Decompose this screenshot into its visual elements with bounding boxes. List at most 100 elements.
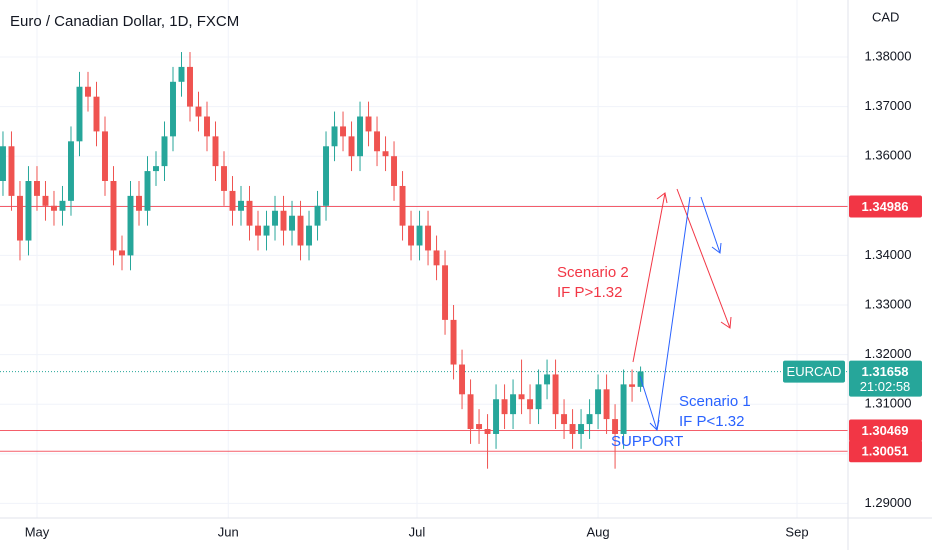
candle-body [476,424,483,430]
candle-body [357,116,364,157]
scenario-arrows [632,188,732,432]
candle-body [110,180,117,251]
candle-body [255,225,261,236]
candle-body [34,180,40,196]
candle-body [425,225,432,251]
annotation: IF P<1.32 [679,413,744,430]
candle-body [0,146,6,181]
x-tick-label: Jul [409,524,426,539]
candle-body [102,131,108,181]
candle-body [510,394,517,415]
candle-body [620,384,627,434]
candle-body [416,225,423,246]
grid [0,0,848,518]
candle-body [518,394,525,400]
y-tick-label: 1.34000 [865,247,912,262]
candle-body [170,81,176,137]
candle-body [85,86,91,97]
candle-body [229,190,236,211]
candle-body [348,136,355,157]
candle-body [433,250,440,266]
last-price-tag [849,360,922,397]
candle-body [561,414,568,425]
x-tick-label: Jun [218,524,239,539]
price-level-label: 1.34986 [862,199,909,214]
candle-body [578,424,585,434]
candle-body [391,156,398,186]
candle-body [552,374,559,415]
candle-body [484,429,491,434]
candle-body [51,205,57,211]
countdown-label: 21:02:58 [860,379,911,394]
symbol-label: EURCAD [787,364,842,379]
candle-body [306,225,312,246]
candle-body [501,399,508,415]
candle-body [467,394,474,430]
arrow-head [720,316,732,329]
candle-body [119,250,125,256]
candle-body [17,195,23,241]
candle-body [544,374,551,385]
candle-body [442,265,449,320]
price-level-tag [849,440,922,463]
y-tick-label: 1.37000 [865,98,912,113]
symbol-tag [783,360,845,383]
candle-body [153,166,159,172]
arrow-head [649,419,660,432]
axes: 1.290001.300001.310001.320001.330001.340… [25,48,922,539]
candle-body [365,116,372,132]
arrow-head [656,192,668,204]
candle-body [493,399,500,434]
candle-body [195,106,202,117]
candle-body [629,384,636,387]
candle-body [8,146,15,196]
candle-body [144,171,151,211]
y-tick-label: 1.32000 [865,346,912,361]
candle-body [272,210,278,226]
arrow [700,196,721,254]
candle-body [399,185,406,226]
last-price-label: 1.31658 [862,364,909,379]
y-tick-label: 1.33000 [865,296,912,311]
candle-body [25,180,32,241]
arrow [676,188,731,329]
y-tick-label: 1.38000 [865,48,912,63]
candle-body [603,389,610,420]
annotation: SUPPORT [611,433,683,450]
candle-body [382,151,389,157]
candle-body [178,66,185,82]
candle-body [314,205,321,226]
arrow-head [711,242,722,254]
candle-body [459,364,466,395]
y-tick-label: 1.29000 [865,495,912,510]
annotation: Scenario 2 [557,264,629,281]
candle-body [586,414,593,425]
candle-body [42,195,49,206]
candle-body [280,210,287,231]
candle-body [187,66,193,107]
candle-body [59,200,66,211]
x-tick-label: Aug [586,524,609,539]
x-tick-label: May [25,524,50,539]
chart-title: Euro / Canadian Dollar, 1D, FXCM [10,13,239,30]
candle-body [527,399,534,410]
candle-body [93,96,100,132]
annotation: IF P>1.32 [557,284,622,301]
candles [0,52,644,469]
candle-body [246,200,253,226]
annotation: Scenario 1 [679,393,751,410]
x-tick-label: Sep [785,524,808,539]
candle-body [612,419,619,434]
y-tick-label: 1.36000 [865,148,912,163]
y-tick-label: 1.31000 [865,396,912,411]
candle-body [263,225,270,236]
candle-body [161,136,168,167]
candle-body [408,225,415,246]
candle-body [204,116,210,137]
candle-body [595,389,602,415]
candle-body [374,131,381,152]
candle-body [331,126,338,147]
candle-body [127,195,134,256]
candle-body [297,215,304,246]
